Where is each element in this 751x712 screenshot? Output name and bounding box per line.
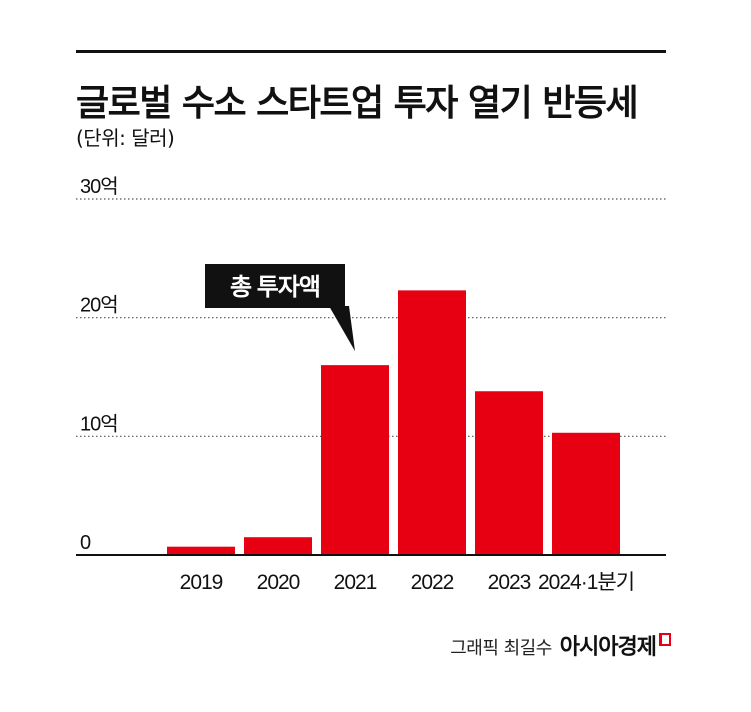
x-tick-label: 2022 bbox=[411, 571, 454, 594]
chart-title: 글로벌 수소 스타트업 투자 열기 반등세 bbox=[76, 83, 639, 124]
credit: 그래픽 최길수 아시아경제 bbox=[450, 629, 671, 661]
bar bbox=[475, 391, 543, 555]
annotation-box bbox=[205, 264, 345, 308]
x-tick-label: 2020 bbox=[257, 571, 300, 594]
annotation-pointer bbox=[329, 306, 355, 352]
x-tick-label: 2023 bbox=[488, 571, 531, 594]
brand-logo: 아시아경제 bbox=[560, 629, 671, 661]
y-tick-label: 0 bbox=[80, 532, 91, 554]
y-tick-label: 20억 bbox=[80, 294, 118, 317]
x-tick-label: 2021 bbox=[334, 571, 377, 594]
brand-mark-icon bbox=[659, 633, 671, 646]
top-rule bbox=[76, 50, 666, 53]
bar bbox=[167, 546, 235, 555]
bar bbox=[552, 432, 620, 555]
bar bbox=[244, 537, 312, 555]
x-tick-label: 2024·1분기 bbox=[538, 571, 634, 594]
unit-note: (단위: 달러) bbox=[76, 126, 175, 150]
x-tick-label: 2019 bbox=[180, 571, 223, 594]
bar bbox=[321, 365, 389, 555]
y-tick-label: 10억 bbox=[80, 412, 118, 435]
annotation-label: 총 투자액 bbox=[230, 274, 320, 301]
graphic-credit: 그래픽 최길수 bbox=[450, 638, 552, 659]
y-tick-label: 30억 bbox=[80, 175, 118, 198]
bar bbox=[398, 290, 466, 555]
